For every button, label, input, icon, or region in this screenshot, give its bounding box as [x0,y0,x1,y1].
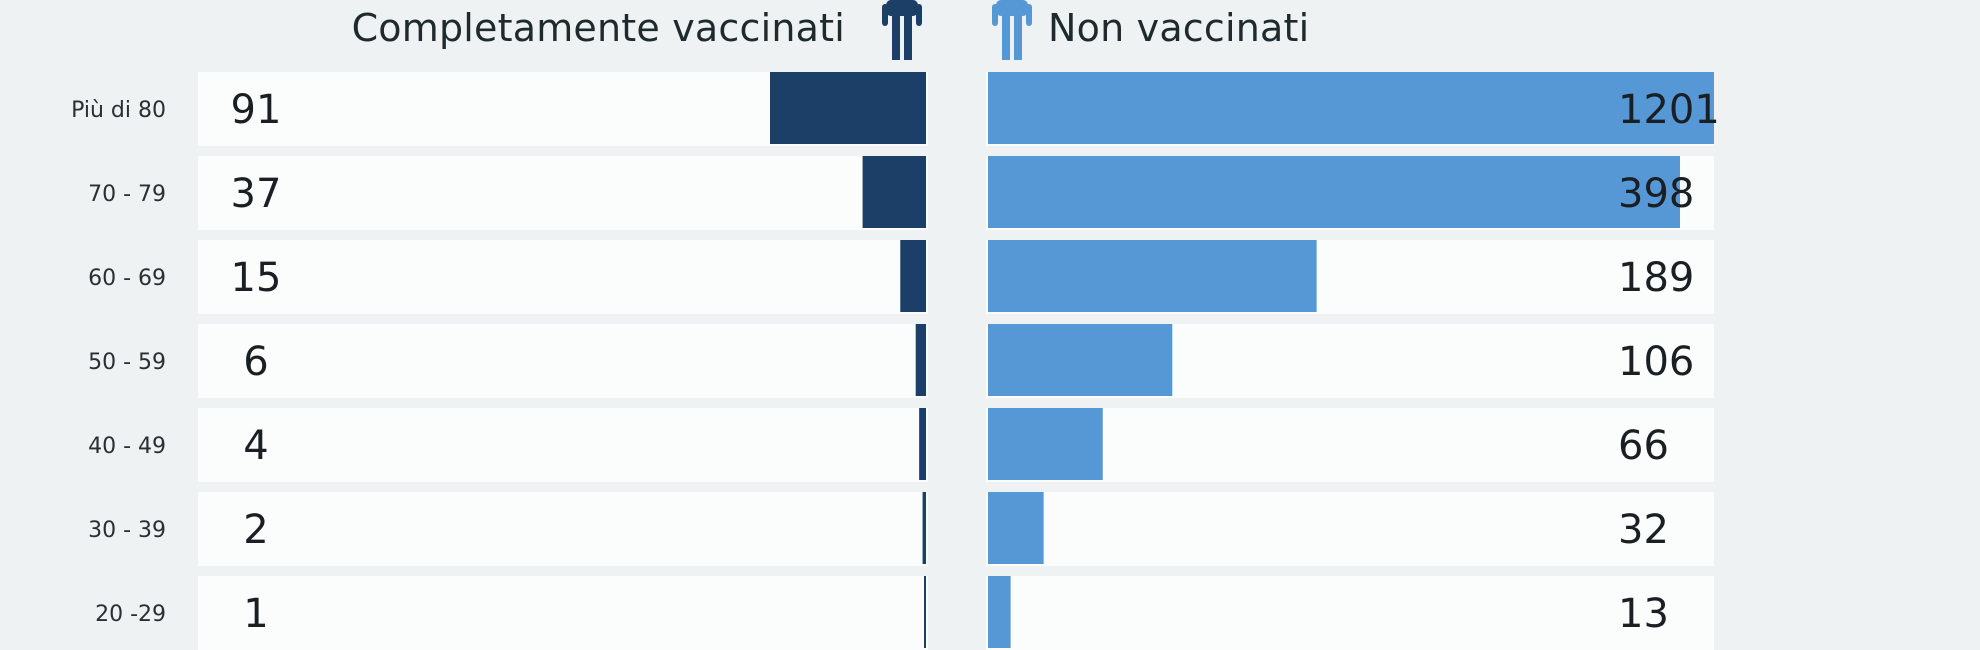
unvaccinated-value-label: 1201 [1618,87,1720,133]
unvaccinated-bar [988,156,1680,228]
unvaccinated-bar [988,492,1044,564]
vaccinated-value-label: 1 [243,591,268,637]
row-background-left [198,324,928,398]
age-group-label: 70 - 79 [88,182,166,207]
row-background-left [198,576,928,650]
vaccinated-bar [915,324,926,396]
unvaccinated-header: Non vaccinati [1048,6,1310,50]
row-background-left [198,408,928,482]
vaccinated-value-label: 2 [243,507,268,553]
unvaccinated-value-label: 66 [1618,423,1669,469]
vaccinated-bar [770,72,926,144]
vaccinated-value-label: 91 [231,87,282,133]
row-background-left [198,492,928,566]
person-icon [882,0,922,60]
row-background-right [986,408,1714,482]
vaccinated-bar [922,492,926,564]
vaccinated-bar [900,240,926,312]
vaccinated-value-label: 4 [243,423,268,469]
age-group-label: 40 - 49 [88,434,166,459]
age-group-label: 60 - 69 [88,266,166,291]
vaccinated-bar [924,576,926,648]
vaccinated-bar [862,156,926,228]
unvaccinated-value-label: 189 [1618,255,1694,301]
unvaccinated-bar [988,72,1714,144]
unvaccinated-bar [988,408,1103,480]
age-group-label: 30 - 39 [88,518,166,543]
vaccinated-header: Completamente vaccinati [351,6,845,50]
unvaccinated-value-label: 13 [1618,591,1669,637]
unvaccinated-bar [988,576,1011,648]
vaccinated-value-label: 6 [243,339,268,385]
row-background-left [198,156,928,230]
vaccinated-value-label: 15 [231,255,282,301]
row-background-left [198,240,928,314]
person-icon [992,0,1032,60]
age-group-label: Più di 80 [71,98,166,123]
row-background-right [986,492,1714,566]
vaccinated-bar [919,408,926,480]
row-background-right [986,576,1714,650]
age-group-label: 20 -29 [95,602,166,627]
unvaccinated-value-label: 32 [1618,507,1669,553]
unvaccinated-value-label: 106 [1618,339,1694,385]
age-group-label: 50 - 59 [88,350,166,375]
unvaccinated-value-label: 398 [1618,171,1694,217]
unvaccinated-bar [988,240,1317,312]
vaccinated-value-label: 37 [231,171,282,217]
unvaccinated-bar [988,324,1173,396]
